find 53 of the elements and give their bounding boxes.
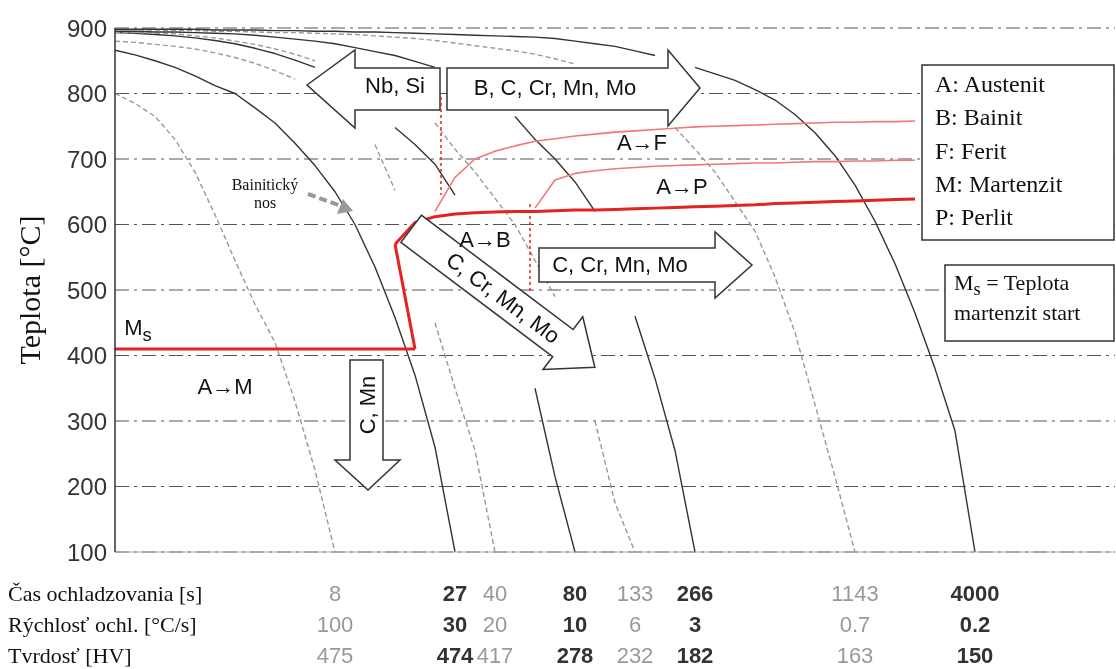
text: 278: [556, 643, 594, 669]
text: 8: [328, 581, 342, 607]
annotation: A→F: [616, 130, 668, 156]
y-tick-label: 200: [66, 473, 107, 501]
annotation: M$_{s}$ = Teplota martenzit start: [954, 270, 1082, 326]
text: 1143: [831, 581, 879, 607]
y-tick-label: 400: [66, 342, 107, 370]
annotation: A→M: [197, 374, 253, 400]
text: 100: [316, 612, 354, 638]
y-tick-label: 800: [66, 80, 107, 108]
text: 417: [476, 643, 514, 669]
annotation: Nb, Si: [365, 73, 425, 99]
annotation: B, C, Cr, Mn, Mo: [473, 75, 637, 101]
text: 0.2: [959, 612, 991, 638]
text: 163: [836, 643, 874, 669]
text: 475: [316, 643, 354, 669]
y-tick-label: 600: [66, 211, 107, 239]
annotation: A→B: [459, 227, 511, 253]
text: 40: [482, 581, 508, 607]
text: Rýchlosť ochl. [°C/s]: [8, 612, 197, 638]
annotation: M$_{s}$: [124, 315, 152, 345]
annotation: B: Bainit: [935, 104, 1023, 132]
y-tick-label: 300: [66, 407, 107, 435]
annotation: A→P: [656, 174, 708, 200]
y-axis-title: Teplota [°C]: [13, 215, 47, 365]
text: 80: [562, 581, 588, 607]
text: 232: [616, 643, 654, 669]
annotation: C, Mn: [355, 375, 381, 435]
y-tick-label: 100: [66, 538, 107, 566]
text: Čas ochladzovania [s]: [8, 581, 203, 607]
y-tick-label: 700: [66, 145, 107, 173]
annotation: F: Ferit: [935, 138, 1007, 166]
text: 6: [628, 612, 642, 638]
text: 27: [442, 581, 468, 607]
text: 182: [676, 643, 714, 669]
y-tick-label: 900: [66, 14, 107, 42]
annotation: P: Perlit: [935, 204, 1014, 232]
text: 10: [562, 612, 588, 638]
text: 3: [688, 612, 702, 638]
text: 474: [436, 643, 474, 669]
text: 150: [956, 643, 994, 669]
text: 0.7: [839, 612, 871, 638]
y-tick-label: 500: [66, 276, 107, 304]
annotation: A: Austenit: [935, 71, 1046, 99]
text: 4000: [950, 581, 1000, 607]
annotation: Bainitický nos: [230, 175, 300, 213]
text: Tvrdosť [HV]: [8, 643, 132, 669]
annotation: M: Martenzit: [935, 171, 1063, 199]
annotation: C, Cr, Mn, Mo: [552, 252, 688, 278]
text: 133: [616, 581, 654, 607]
text: 20: [482, 612, 508, 638]
text: 30: [442, 612, 468, 638]
text: 266: [676, 581, 714, 607]
